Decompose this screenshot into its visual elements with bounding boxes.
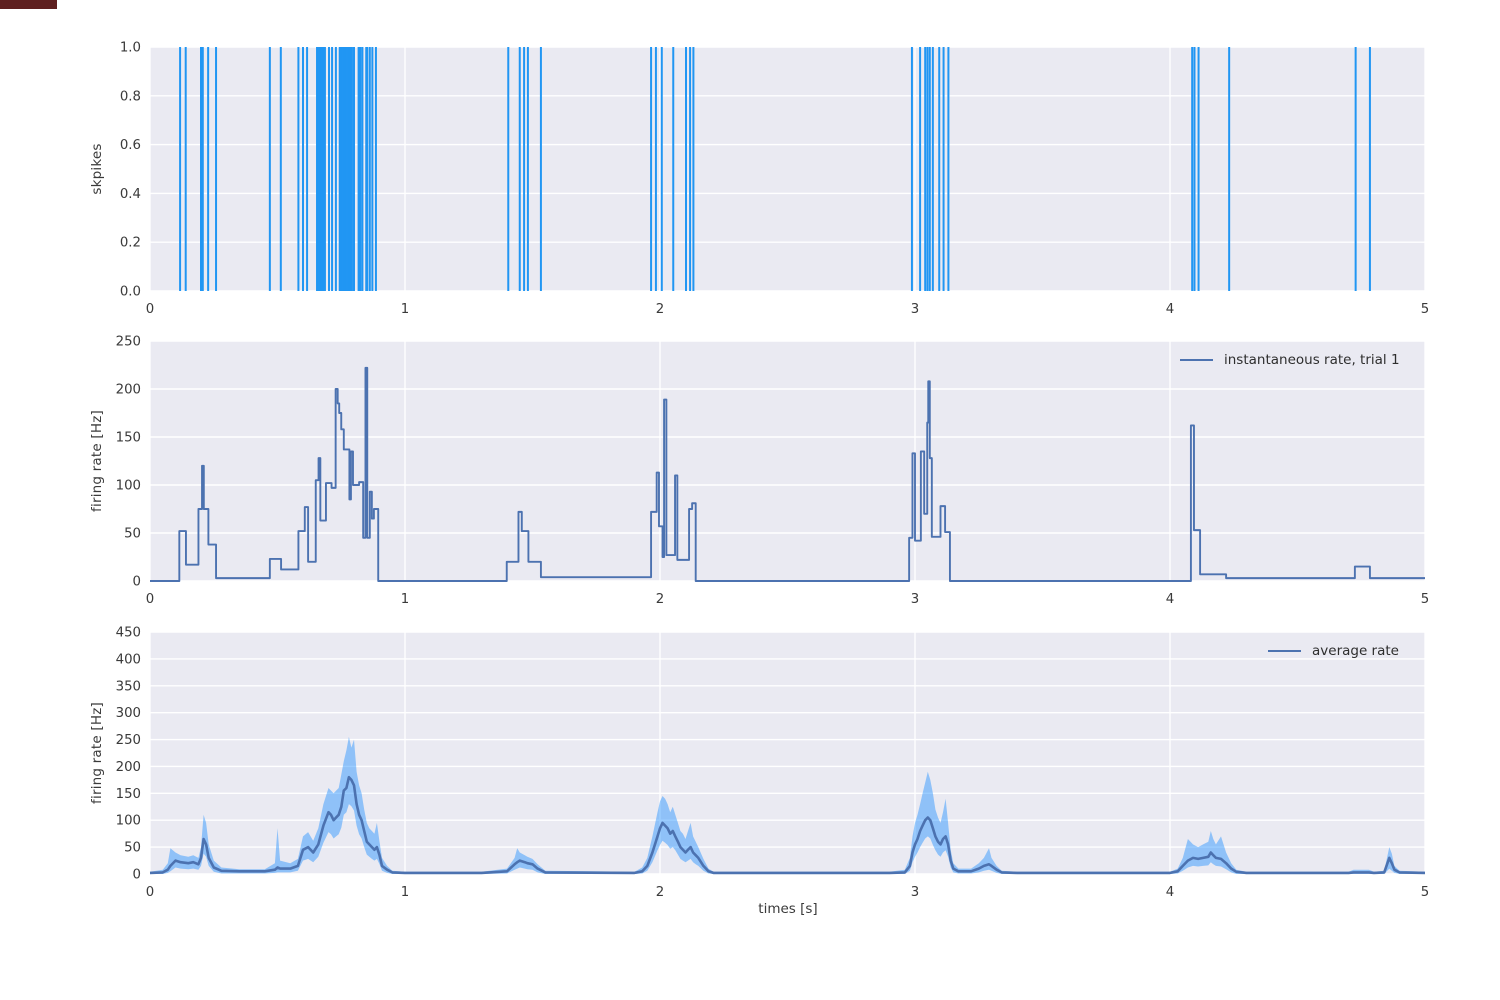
- spike-raster-plot: 0 1 2 3 4 5 0.0 0.2 0.4 0.6 0.8 1.0: [120, 41, 1429, 318]
- svg-text:0.8: 0.8: [120, 89, 141, 104]
- svg-text:1: 1: [401, 592, 409, 607]
- svg-text:0: 0: [133, 868, 141, 883]
- svg-text:400: 400: [116, 652, 141, 667]
- svg-text:4: 4: [1166, 592, 1174, 607]
- svg-text:250: 250: [116, 335, 141, 350]
- legend-label: instantaneous rate, trial 1: [1224, 352, 1400, 368]
- svg-text:100: 100: [116, 814, 141, 829]
- svg-text:150: 150: [116, 431, 141, 446]
- svg-text:0.0: 0.0: [120, 285, 141, 300]
- svg-text:1.0: 1.0: [120, 41, 141, 56]
- svg-text:100: 100: [116, 479, 141, 494]
- raster-ylabel: skpikes: [89, 143, 105, 195]
- svg-text:2: 2: [656, 302, 664, 317]
- legend-line-swatch: [1180, 359, 1213, 361]
- svg-text:50: 50: [124, 527, 141, 542]
- svg-text:250: 250: [116, 733, 141, 748]
- svg-text:0: 0: [146, 885, 154, 900]
- svg-text:2: 2: [656, 885, 664, 900]
- svg-text:300: 300: [116, 706, 141, 721]
- svg-text:5: 5: [1421, 592, 1429, 607]
- svg-text:1: 1: [401, 302, 409, 317]
- svg-text:350: 350: [116, 679, 141, 694]
- legend-label: average rate: [1312, 643, 1399, 659]
- svg-text:0: 0: [146, 592, 154, 607]
- svg-text:0.2: 0.2: [120, 236, 141, 251]
- svg-text:4: 4: [1166, 302, 1174, 317]
- svg-text:4: 4: [1166, 885, 1174, 900]
- svg-text:5: 5: [1421, 302, 1429, 317]
- svg-text:450: 450: [116, 626, 141, 641]
- instantaneous-rate-ylabel: firing rate [Hz]: [89, 410, 105, 512]
- legend-average-rate: average rate: [1268, 643, 1399, 659]
- svg-text:200: 200: [116, 760, 141, 775]
- svg-text:0.4: 0.4: [120, 187, 141, 202]
- legend-instantaneous-rate: instantaneous rate, trial 1: [1180, 352, 1400, 368]
- svg-text:50: 50: [124, 841, 141, 856]
- svg-text:3: 3: [911, 302, 919, 317]
- x-axis-label: times [s]: [758, 901, 818, 917]
- svg-text:1: 1: [401, 885, 409, 900]
- svg-text:2: 2: [656, 592, 664, 607]
- svg-text:0: 0: [133, 575, 141, 590]
- svg-text:5: 5: [1421, 885, 1429, 900]
- screen-artifact: [0, 0, 57, 9]
- average-rate-ylabel: firing rate [Hz]: [89, 702, 105, 804]
- svg-text:200: 200: [116, 383, 141, 398]
- svg-text:0.6: 0.6: [120, 138, 141, 153]
- svg-text:0: 0: [146, 302, 154, 317]
- svg-text:3: 3: [911, 885, 919, 900]
- svg-text:3: 3: [911, 592, 919, 607]
- svg-text:150: 150: [116, 787, 141, 802]
- legend-line-swatch: [1268, 650, 1301, 652]
